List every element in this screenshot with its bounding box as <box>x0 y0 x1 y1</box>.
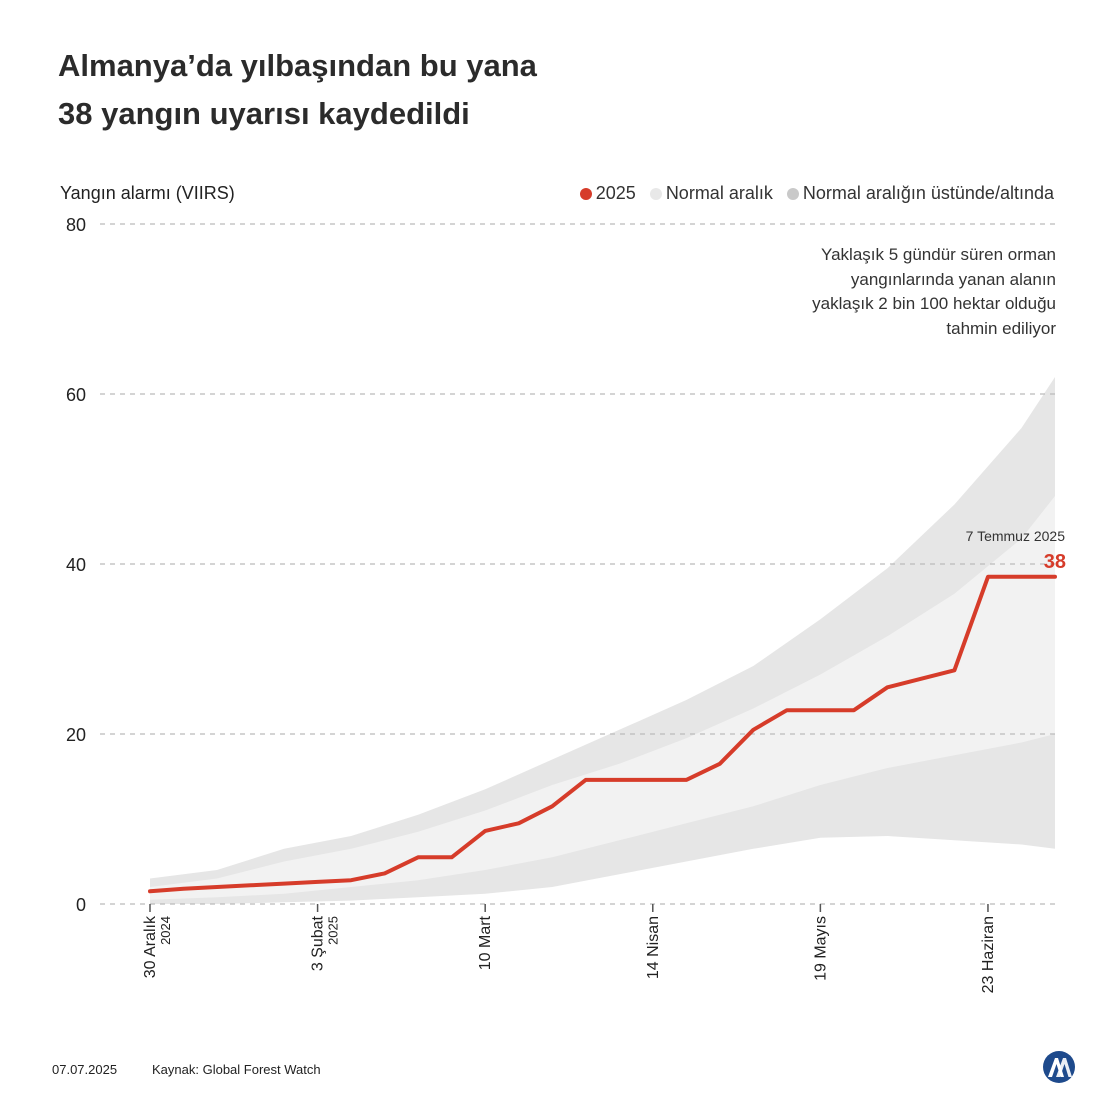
legend-item-outer: Normal aralığın üstünde/altında <box>786 183 1054 204</box>
y-tick-label: 60 <box>66 385 86 405</box>
y-axis-ticks: 0 20 40 60 80 <box>66 215 86 915</box>
series-line-2025 <box>148 574 1057 894</box>
series-layer <box>148 574 1057 894</box>
legend-dot-normal-icon <box>649 187 662 200</box>
y-tick-label: 20 <box>66 725 86 745</box>
annotation-note: Yaklaşık 5 gündür süren orman yangınları… <box>736 243 1056 341</box>
legend-label-normal: Normal aralık <box>665 183 773 203</box>
aa-logo-icon <box>1043 1051 1075 1083</box>
chart-title: Almanya’da yılbaşından bu yana 38 yangın… <box>58 42 537 138</box>
x-axis-ticks: 30 Aralık 2024 3 Şubat 2025 10 Mart 14 Nisan 1… <box>142 904 997 993</box>
title-line-2: 38 yangın uyarısı kaydedildi <box>58 96 470 131</box>
legend-item-2025: 2025 <box>579 183 636 204</box>
x-tick-sublabel: 2024 <box>158 916 173 945</box>
y-tick-label: 0 <box>76 895 86 915</box>
legend-item-normal: Normal aralık <box>649 183 773 204</box>
callout-value: 38 <box>1044 551 1066 573</box>
range-bands <box>150 377 1055 904</box>
legend-dot-2025-icon <box>579 187 592 200</box>
legend-label-outer: Normal aralığın üstünde/altında <box>802 183 1054 203</box>
annotation-line: yangınlarında yanan alanın <box>850 269 1056 289</box>
legend-dot-outer-icon <box>786 187 799 200</box>
x-tick-label: 23 Haziran <box>980 916 997 993</box>
title-line-1: Almanya’da yılbaşından bu yana <box>58 48 537 83</box>
y-tick-label: 80 <box>66 215 86 235</box>
callout-date: 7 Temmuz 2025 <box>966 528 1066 544</box>
x-tick-label: 19 Mayıs <box>812 916 829 981</box>
x-tick-label: 10 Mart <box>477 915 494 970</box>
annotation-line: yaklaşık 2 bin 100 hektar olduğu <box>812 294 1056 313</box>
x-tick-sublabel: 2025 <box>326 916 341 945</box>
x-tick-label: 3 Şubat <box>310 915 327 971</box>
y-axis-label: Yangın alarmı (VIIRS) <box>60 183 235 203</box>
x-tick-label: 14 Nisan <box>645 916 662 979</box>
y-tick-label: 40 <box>66 555 86 575</box>
legend-label-2025: 2025 <box>595 183 636 203</box>
legend: 2025 Normal aralık Normal aralığın üstün… <box>579 183 1054 204</box>
footer-date: 07.07.2025 <box>52 1062 118 1077</box>
footer-source: Kaynak: Global Forest Watch <box>152 1062 321 1077</box>
x-tick-label: 30 Aralık <box>142 915 159 978</box>
annotation-line: Yaklaşık 5 gündür süren orman <box>821 245 1056 264</box>
annotation-line: tahmin ediliyor <box>946 318 1056 338</box>
